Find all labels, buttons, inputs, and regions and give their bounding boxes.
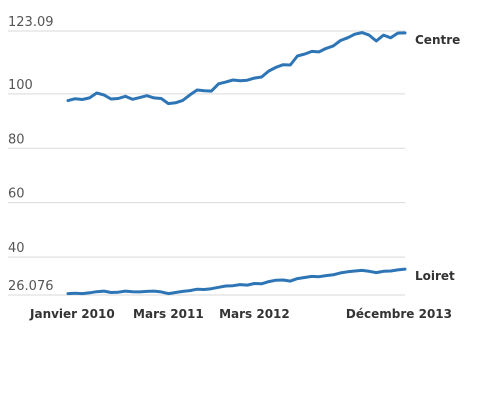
y-tick-label: 80: [8, 132, 25, 147]
gridlines: [8, 30, 405, 296]
x-tick-label: Janvier 2010: [29, 307, 115, 321]
y-tick-label: 60: [8, 187, 25, 202]
y-tick-label: 26.076: [8, 279, 54, 294]
series-line-centre: [66, 31, 407, 106]
x-tick-label: Mars 2012: [219, 307, 290, 321]
series-label-loiret: Loiret: [415, 269, 455, 283]
x-tick-label: Décembre 2013: [346, 307, 452, 321]
y-axis-ticks: 123.09 100 80 60 40 26.076: [8, 15, 54, 294]
y-tick-label: 100: [8, 78, 33, 93]
x-tick-label: Mars 2011: [133, 307, 204, 321]
series-lines: [66, 31, 407, 296]
x-axis-ticks: Janvier 2010 Mars 2011 Mars 2012 Décembre 2…: [29, 307, 452, 321]
series-labels: Centre Loiret: [415, 33, 460, 283]
y-tick-label: 40: [8, 241, 25, 256]
y-tick-label: 123.09: [8, 15, 54, 30]
series-label-centre: Centre: [415, 33, 460, 47]
series-line-loiret: [66, 267, 407, 296]
